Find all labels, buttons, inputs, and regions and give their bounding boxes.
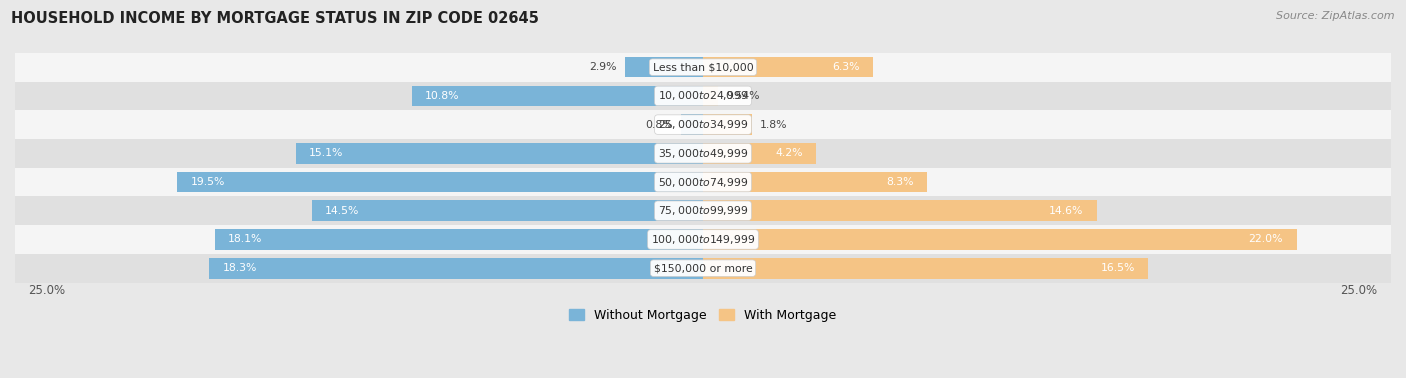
Bar bbox=[412, 85, 703, 106]
Text: $35,000 to $49,999: $35,000 to $49,999 bbox=[658, 147, 748, 160]
Bar bbox=[624, 57, 703, 77]
Text: $50,000 to $74,999: $50,000 to $74,999 bbox=[658, 175, 748, 189]
Text: HOUSEHOLD INCOME BY MORTGAGE STATUS IN ZIP CODE 02645: HOUSEHOLD INCOME BY MORTGAGE STATUS IN Z… bbox=[11, 11, 538, 26]
Text: $150,000 or more: $150,000 or more bbox=[654, 263, 752, 273]
Text: 18.1%: 18.1% bbox=[228, 234, 263, 245]
Bar bbox=[703, 57, 873, 77]
Text: 22.0%: 22.0% bbox=[1249, 234, 1284, 245]
Bar bbox=[295, 143, 703, 164]
Text: 25.0%: 25.0% bbox=[28, 284, 66, 297]
Text: 0.8%: 0.8% bbox=[645, 119, 673, 130]
Bar bbox=[703, 143, 817, 164]
Bar bbox=[1, 82, 1405, 110]
Text: 4.2%: 4.2% bbox=[775, 148, 803, 158]
Text: 1.8%: 1.8% bbox=[759, 119, 787, 130]
Text: 14.6%: 14.6% bbox=[1049, 206, 1084, 216]
Text: 2.9%: 2.9% bbox=[589, 62, 617, 72]
Bar bbox=[1, 110, 1405, 139]
Bar bbox=[703, 229, 1296, 250]
Text: Less than $10,000: Less than $10,000 bbox=[652, 62, 754, 72]
Text: 25.0%: 25.0% bbox=[1340, 284, 1378, 297]
Bar bbox=[703, 172, 927, 192]
Text: 6.3%: 6.3% bbox=[832, 62, 859, 72]
Bar bbox=[1, 225, 1405, 254]
Bar bbox=[177, 172, 703, 192]
Text: 15.1%: 15.1% bbox=[309, 148, 343, 158]
Bar bbox=[1, 168, 1405, 197]
Bar bbox=[1, 197, 1405, 225]
Text: 16.5%: 16.5% bbox=[1101, 263, 1135, 273]
Bar bbox=[209, 258, 703, 279]
Text: Source: ZipAtlas.com: Source: ZipAtlas.com bbox=[1277, 11, 1395, 21]
Legend: Without Mortgage, With Mortgage: Without Mortgage, With Mortgage bbox=[564, 304, 842, 327]
Bar bbox=[682, 114, 703, 135]
Bar bbox=[703, 114, 752, 135]
Bar bbox=[1, 254, 1405, 282]
Text: 18.3%: 18.3% bbox=[222, 263, 257, 273]
Text: 0.54%: 0.54% bbox=[725, 91, 761, 101]
Text: $75,000 to $99,999: $75,000 to $99,999 bbox=[658, 204, 748, 217]
Bar bbox=[703, 200, 1097, 221]
Bar bbox=[1, 53, 1405, 82]
Text: 19.5%: 19.5% bbox=[190, 177, 225, 187]
Bar bbox=[215, 229, 703, 250]
Text: 10.8%: 10.8% bbox=[425, 91, 460, 101]
Text: $100,000 to $149,999: $100,000 to $149,999 bbox=[651, 233, 755, 246]
Bar bbox=[1, 139, 1405, 168]
Bar bbox=[703, 85, 717, 106]
Text: 8.3%: 8.3% bbox=[886, 177, 914, 187]
Bar bbox=[312, 200, 703, 221]
Bar bbox=[703, 258, 1149, 279]
Text: 14.5%: 14.5% bbox=[325, 206, 360, 216]
Text: $25,000 to $34,999: $25,000 to $34,999 bbox=[658, 118, 748, 131]
Text: $10,000 to $24,999: $10,000 to $24,999 bbox=[658, 89, 748, 102]
